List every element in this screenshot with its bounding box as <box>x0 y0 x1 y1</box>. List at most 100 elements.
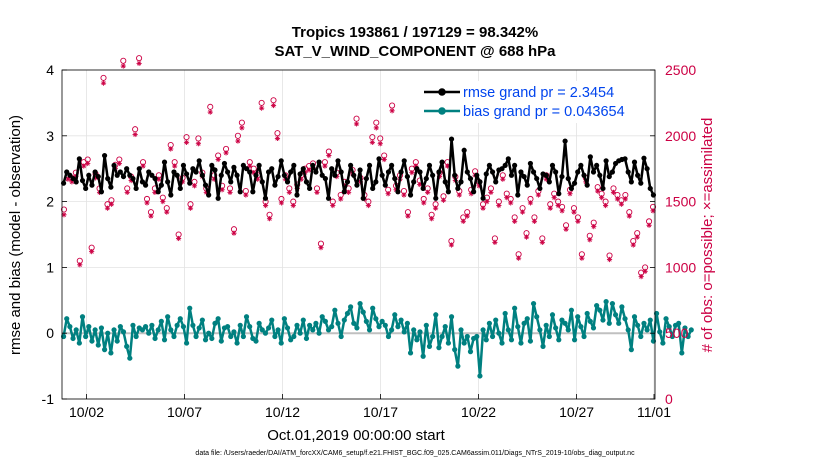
obs-assimilated-point <box>140 163 146 169</box>
rmse-point <box>603 158 609 164</box>
bias-point <box>590 325 597 331</box>
bias-point <box>247 324 253 330</box>
y-left-tick-label: -1 <box>42 391 55 407</box>
bias-point <box>609 300 616 307</box>
obs-assimilated-point <box>591 224 597 230</box>
bias-point <box>124 343 130 349</box>
obs-assimilated-point <box>168 146 174 152</box>
rmse-point <box>549 162 556 169</box>
bias-point <box>373 316 379 322</box>
rmse-point <box>530 169 537 175</box>
bias-point <box>224 324 231 330</box>
rmse-point <box>284 179 291 185</box>
rmse-point <box>448 136 455 142</box>
bias-point <box>196 325 202 331</box>
rmse-point <box>553 169 559 175</box>
bias-point <box>114 338 120 344</box>
bias-point <box>619 304 625 310</box>
legend-bias-marker <box>438 107 446 115</box>
rmse-point <box>559 173 565 180</box>
obs-assimilated-point <box>650 208 656 214</box>
bias-point <box>300 317 306 323</box>
bias-point <box>174 322 180 328</box>
y-left-tick-label: 2 <box>46 194 54 210</box>
y-right-tick-label: 1000 <box>665 259 696 275</box>
rmse-point <box>174 172 180 178</box>
obs-assimilated-point <box>290 202 296 209</box>
bias-point <box>313 320 319 326</box>
obs-assimilated-point <box>85 160 91 167</box>
rmse-point <box>524 182 530 188</box>
rmse-point <box>259 179 265 185</box>
bias-point <box>303 335 310 342</box>
bias-point <box>155 327 161 333</box>
obs-assimilated-point <box>365 202 371 209</box>
y-right-tick-label: 0 <box>665 391 673 407</box>
rmse-point <box>161 159 168 165</box>
obs-assimilated-point <box>480 205 486 211</box>
rmse-point <box>480 195 486 201</box>
bias-point <box>288 337 294 343</box>
rmse-point <box>199 172 205 178</box>
obs-assimilated-point <box>120 63 126 69</box>
bias-point <box>537 327 543 333</box>
rmse-point <box>587 154 593 160</box>
obs-assimilated-point <box>516 255 522 261</box>
rmse-point <box>149 172 155 178</box>
chart-canvas: 10/02 10/07 10/12 10/17 10/22 10/27 11/01 -101… <box>7 55 716 444</box>
bias-point <box>493 317 499 323</box>
obs-assimilated-point <box>508 200 514 206</box>
bias-point <box>635 322 641 328</box>
obs-possible-point <box>258 99 265 106</box>
x-tick-label: 10/22 <box>461 404 496 420</box>
bias-point <box>600 317 606 323</box>
bias-point <box>351 320 357 326</box>
bias-point <box>130 322 136 328</box>
obs-assimilated-point <box>618 201 624 207</box>
rmse-point <box>152 175 158 182</box>
rmse-point <box>228 179 234 185</box>
rmse-point <box>512 162 518 169</box>
rmse-point <box>92 169 98 175</box>
obs-possible-point <box>132 126 139 133</box>
bias-point <box>117 324 123 330</box>
rmse-point <box>136 166 142 172</box>
obs-assimilated-point <box>405 213 411 219</box>
obs-assimilated-point <box>176 235 182 242</box>
y-left-tick-label: 4 <box>46 62 54 78</box>
bias-point <box>105 330 111 336</box>
bias-point <box>275 327 281 333</box>
bias-point <box>165 314 171 320</box>
bias-point <box>98 325 105 331</box>
obs-assimilated-point <box>243 192 249 198</box>
bias-point <box>631 314 638 320</box>
bias-point <box>679 350 685 356</box>
obs-assimilated-point <box>429 216 435 222</box>
bias-point <box>281 316 287 322</box>
x-tick-label: 10/07 <box>167 404 202 420</box>
bias-point <box>407 350 414 356</box>
rmse-point <box>303 179 310 185</box>
rmse-point <box>180 162 187 169</box>
bias-point <box>284 325 291 331</box>
rmse-point <box>376 156 382 162</box>
x-tick-label: 10/27 <box>559 404 594 420</box>
rmse-point <box>527 160 534 167</box>
obs-assimilated-point <box>278 200 285 206</box>
y-right-tick-label: 1500 <box>665 194 696 210</box>
bias-point <box>152 335 158 342</box>
bias-point <box>553 325 559 331</box>
obs-assimilated-point <box>116 160 122 167</box>
obs-possible-point <box>238 119 245 126</box>
rmse-point <box>505 156 511 162</box>
bias-point <box>183 340 190 346</box>
rmse-point <box>373 179 379 185</box>
bias-point <box>417 329 423 335</box>
rmse-point <box>562 138 568 144</box>
rmse-point <box>578 162 584 169</box>
obs-assimilated-point <box>124 189 130 195</box>
obs-assimilated-point <box>65 176 71 182</box>
bias-point <box>79 314 86 320</box>
rmse-point <box>571 180 578 186</box>
obs-assimilated-point <box>389 108 395 114</box>
